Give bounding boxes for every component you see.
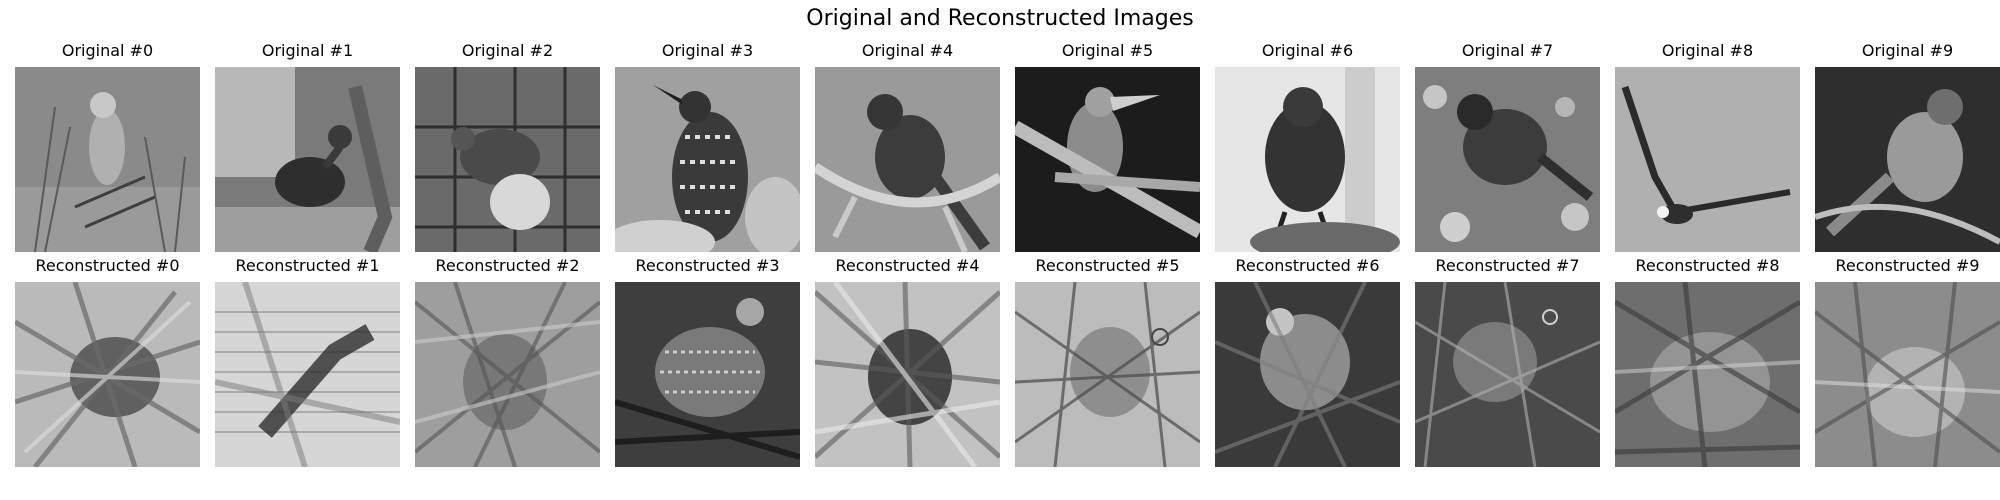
original-image-panel-7: Original #7 — [1415, 40, 1600, 252]
original-image-panel-6: Original #6 — [1215, 40, 1400, 252]
reconstructed-image-panel-0: Reconstructed #0 — [15, 255, 200, 467]
reconstructed-image-panel-3: Reconstructed #3 — [615, 255, 800, 467]
reconstructed-image-panel-2: Reconstructed #2 — [415, 255, 600, 467]
original-image-title: Original #0 — [61, 41, 154, 60]
original-bird-image-2 — [415, 67, 600, 252]
original-bird-image-5 — [1015, 67, 1200, 252]
reconstructed-image-title: Reconstructed #6 — [1235, 256, 1380, 275]
reconstructed-image-panel-5: Reconstructed #5 — [1015, 255, 1200, 467]
original-bird-image-8 — [1615, 67, 1800, 252]
original-image-panel-5: Original #5 — [1015, 40, 1200, 252]
reconstructed-image-title: Reconstructed #2 — [435, 256, 580, 275]
reconstructed-image-title: Reconstructed #4 — [835, 256, 980, 275]
original-image-title: Original #6 — [1261, 41, 1354, 60]
original-image-title: Original #9 — [1861, 41, 1954, 60]
reconstructed-images-row: Reconstructed #0 Reconstructed #1 Recons… — [0, 255, 2000, 485]
reconstructed-image-title: Reconstructed #7 — [1435, 256, 1580, 275]
reconstructed-image-title: Reconstructed #9 — [1835, 256, 1980, 275]
original-image-title: Original #3 — [661, 41, 754, 60]
reconstructed-bird-image-3 — [615, 282, 800, 467]
original-bird-image-9 — [1815, 67, 2000, 252]
reconstructed-image-title: Reconstructed #3 — [635, 256, 780, 275]
reconstructed-bird-image-4 — [815, 282, 1000, 467]
original-image-panel-0: Original #0 — [15, 40, 200, 252]
reconstructed-image-title: Reconstructed #1 — [235, 256, 380, 275]
reconstructed-bird-image-2 — [415, 282, 600, 467]
reconstructed-image-panel-7: Reconstructed #7 — [1415, 255, 1600, 467]
figure-title: Original and Reconstructed Images — [806, 6, 1194, 31]
original-image-title: Original #5 — [1061, 41, 1154, 60]
original-image-panel-2: Original #2 — [415, 40, 600, 252]
original-bird-image-1 — [215, 67, 400, 252]
reconstructed-image-title: Reconstructed #5 — [1035, 256, 1180, 275]
original-bird-image-0 — [15, 67, 200, 252]
original-bird-image-3 — [615, 67, 800, 252]
reconstructed-bird-image-9 — [1815, 282, 2000, 467]
original-image-panel-1: Original #1 — [215, 40, 400, 252]
reconstructed-image-panel-4: Reconstructed #4 — [815, 255, 1000, 467]
original-bird-image-4 — [815, 67, 1000, 252]
original-image-title: Original #4 — [861, 41, 954, 60]
reconstructed-bird-image-1 — [215, 282, 400, 467]
reconstructed-image-title: Reconstructed #8 — [1635, 256, 1780, 275]
reconstructed-bird-image-0 — [15, 282, 200, 467]
reconstructed-bird-image-5 — [1015, 282, 1200, 467]
original-image-panel-9: Original #9 — [1815, 40, 2000, 252]
original-image-panel-3: Original #3 — [615, 40, 800, 252]
reconstructed-image-panel-8: Reconstructed #8 — [1615, 255, 1800, 467]
reconstructed-image-title: Reconstructed #0 — [35, 256, 180, 275]
original-image-title: Original #8 — [1661, 41, 1754, 60]
reconstructed-image-panel-1: Reconstructed #1 — [215, 255, 400, 467]
original-image-title: Original #2 — [461, 41, 554, 60]
reconstructed-image-panel-6: Reconstructed #6 — [1215, 255, 1400, 467]
reconstructed-bird-image-8 — [1615, 282, 1800, 467]
original-image-panel-8: Original #8 — [1615, 40, 1800, 252]
reconstructed-bird-image-6 — [1215, 282, 1400, 467]
original-image-title: Original #7 — [1461, 41, 1554, 60]
reconstructed-bird-image-7 — [1415, 282, 1600, 467]
original-bird-image-7 — [1415, 67, 1600, 252]
original-bird-image-6 — [1215, 67, 1400, 252]
original-images-row: Original #0 Original #1 — [0, 40, 2000, 270]
reconstructed-image-panel-9: Reconstructed #9 — [1815, 255, 2000, 467]
original-image-panel-4: Original #4 — [815, 40, 1000, 252]
original-image-title: Original #1 — [261, 41, 354, 60]
